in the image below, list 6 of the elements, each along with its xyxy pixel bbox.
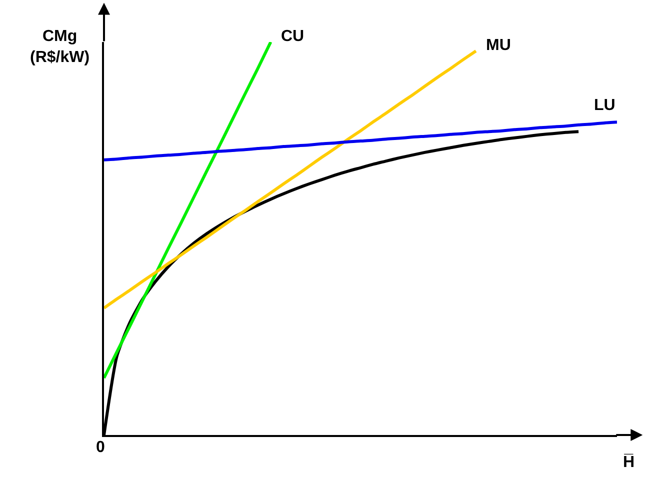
- y-axis-title: CMg (R$/kW): [30, 28, 90, 66]
- series-label: LU: [594, 97, 616, 114]
- x-axis-title: H̅: [623, 453, 635, 471]
- series-label: MU: [486, 37, 511, 54]
- text: 0: [96, 439, 105, 456]
- series-label: CU: [281, 28, 304, 45]
